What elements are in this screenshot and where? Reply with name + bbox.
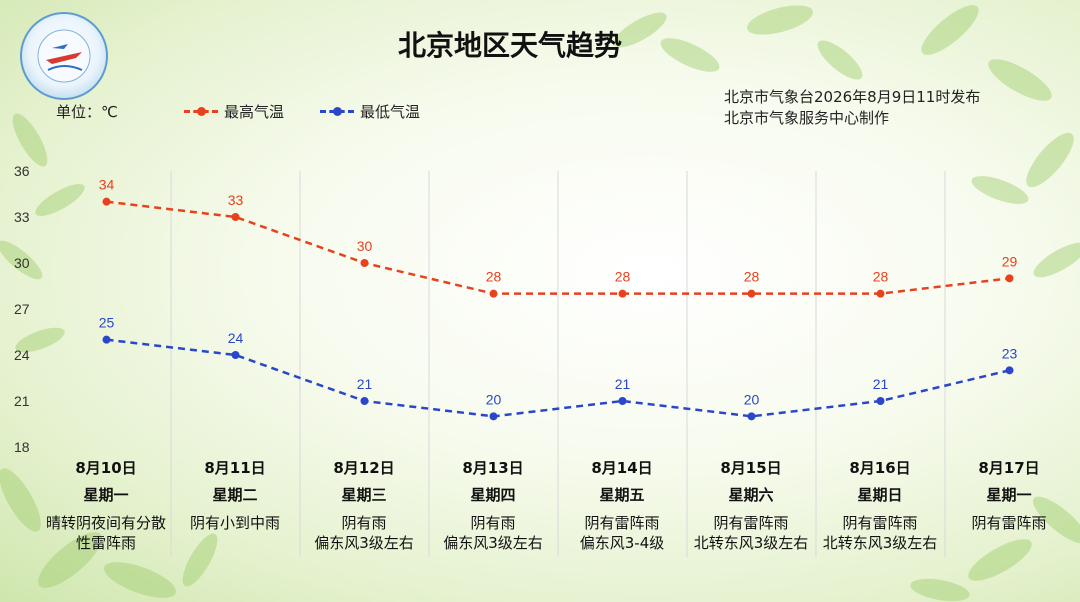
- legend-high-swatch: [184, 107, 218, 116]
- day-condition-2: 偏东风3-4级: [579, 534, 665, 552]
- day-weekday: 星期一: [986, 486, 1032, 504]
- day-column: 8月11日 星期二 阴有小到中雨: [171, 458, 299, 533]
- day-column: 8月14日 星期五 阴有雷阵雨 偏东风3-4级: [558, 458, 686, 553]
- high-temp-label: 28: [873, 269, 889, 285]
- legend-low-label: 最低气温: [360, 103, 421, 121]
- high-temp-label: 28: [486, 269, 502, 285]
- day-column: 8月10日 星期一 晴转阴夜间有分散 性雷阵雨: [42, 458, 170, 553]
- day-date: 8月11日: [204, 459, 266, 477]
- day-column: 8月13日 星期四 阴有雨 偏东风3级左右: [429, 458, 557, 553]
- day-column: 8月17日 星期一 阴有雷阵雨: [945, 458, 1073, 533]
- day-date: 8月15日: [720, 459, 782, 477]
- issuer-line-2: 北京市气象服务中心制作: [724, 109, 890, 127]
- low-temp-point: [489, 412, 498, 421]
- low-temp-point: [231, 351, 240, 359]
- day-condition-1: 阴有雷阵雨: [971, 514, 1047, 532]
- day-condition-2: 北转东风3级左右: [693, 534, 809, 552]
- y-tick-label: 27: [14, 301, 30, 317]
- high-temp-point: [489, 289, 498, 298]
- day-condition-2: 偏东风3级左右: [314, 534, 414, 552]
- low-temp-point: [747, 412, 756, 421]
- day-column: 8月16日 星期日 阴有雷阵雨 北转东风3级左右: [816, 458, 944, 553]
- low-temp-label: 20: [744, 391, 760, 407]
- low-temp-label: 25: [99, 315, 115, 331]
- legend-low-swatch: [320, 107, 354, 116]
- day-condition-2: 性雷阵雨: [75, 534, 136, 552]
- high-temp-label: 33: [228, 192, 244, 208]
- day-condition-2: 北转东风3级左右: [822, 534, 938, 552]
- high-temp-label: 28: [615, 269, 631, 285]
- day-weekday: 星期二: [212, 486, 258, 504]
- day-date: 8月16日: [849, 459, 911, 477]
- day-date: 8月10日: [75, 459, 137, 477]
- day-condition-1: 阴有雨: [341, 514, 387, 532]
- y-tick-label: 21: [14, 393, 30, 409]
- high-temp-point: [1005, 274, 1014, 283]
- high-temp-point: [747, 289, 756, 298]
- day-date: 8月17日: [978, 459, 1040, 477]
- issuer-info: 北京市气象台2026年8月9日11时发布 北京市气象服务中心制作: [724, 87, 980, 129]
- day-weekday: 星期三: [341, 486, 387, 504]
- y-tick-label: 33: [14, 209, 30, 225]
- day-weekday: 星期六: [728, 486, 774, 504]
- day-condition-1: 阴有小到中雨: [189, 514, 280, 532]
- legend-high-label: 最高气温: [224, 103, 285, 121]
- day-condition-1: 阴有雷阵雨: [584, 514, 660, 532]
- chart-title: 北京地区天气趋势: [397, 29, 622, 62]
- meteorological-service-logo: [20, 12, 108, 100]
- low-temp-label: 21: [615, 376, 631, 392]
- unit-label: 单位：℃: [56, 103, 118, 121]
- day-column: 8月15日 星期六 阴有雷阵雨 北转东风3级左右: [687, 458, 815, 553]
- y-tick-label: 24: [14, 347, 30, 363]
- day-column: 8月12日 星期三 阴有雨 偏东风3级左右: [300, 458, 428, 553]
- high-temp-point: [360, 259, 369, 267]
- day-weekday: 星期四: [470, 486, 516, 504]
- issuer-line-1: 北京市气象台2026年8月9日11时发布: [724, 88, 981, 106]
- day-date: 8月13日: [462, 459, 524, 477]
- low-temp-label: 20: [486, 391, 502, 407]
- legend-low: 最低气温: [320, 101, 420, 122]
- high-temp-label: 34: [99, 177, 115, 193]
- day-weekday: 星期日: [857, 486, 903, 504]
- day-condition-1: 阴有雷阵雨: [842, 514, 918, 532]
- day-condition-1: 阴有雨: [470, 514, 516, 532]
- low-temp-label: 21: [873, 376, 889, 392]
- low-temp-label: 21: [357, 376, 373, 392]
- high-temp-label: 30: [357, 238, 373, 254]
- high-temp-point: [876, 289, 885, 298]
- high-temp-label: 28: [744, 269, 760, 285]
- low-temp-label: 23: [1002, 345, 1018, 361]
- low-temp-point: [618, 397, 627, 405]
- low-temp-point: [1005, 366, 1014, 375]
- high-temp-point: [102, 197, 111, 206]
- high-temp-point: [618, 289, 627, 298]
- day-date: 8月12日: [333, 459, 395, 477]
- low-temp-point: [360, 397, 369, 405]
- y-tick-label: 30: [14, 255, 30, 271]
- day-weekday: 星期五: [599, 486, 645, 504]
- high-temp-label: 29: [1002, 253, 1018, 269]
- day-date: 8月14日: [591, 459, 653, 477]
- low-temp-point: [102, 335, 111, 344]
- high-temp-point: [231, 213, 240, 221]
- day-condition-1: 晴转阴夜间有分散: [45, 514, 166, 532]
- day-condition-2: 偏东风3级左右: [443, 534, 543, 552]
- low-temp-point: [876, 397, 885, 405]
- y-tick-label: 18: [14, 439, 30, 455]
- low-temp-label: 24: [228, 330, 244, 346]
- y-tick-label: 36: [14, 163, 30, 179]
- day-weekday: 星期一: [83, 486, 129, 504]
- low-temp-line: [106, 338, 1010, 418]
- legend-high: 最高气温: [184, 101, 284, 122]
- day-condition-1: 阴有雷阵雨: [713, 514, 789, 532]
